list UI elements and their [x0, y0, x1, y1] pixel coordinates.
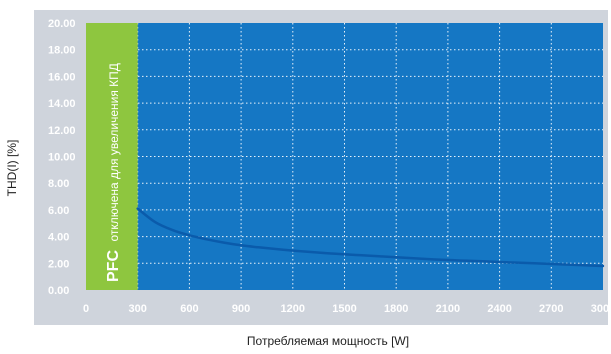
- pfc-off-band-label: PFC отключена для увеличения КПД: [105, 63, 122, 282]
- y-tick-label: 6.00: [48, 205, 69, 217]
- y-tick-label: 18.00: [48, 45, 76, 57]
- band-label-rest: отключена для увеличения КПД: [107, 63, 121, 241]
- y-axis-label: THD(I) [%]: [5, 140, 19, 197]
- x-tick-label: 2400: [487, 303, 511, 315]
- band-label-bold: PFC: [105, 250, 122, 282]
- x-tick-label: 1500: [332, 303, 356, 315]
- y-tick-labels: 0.00 2.00 4.00 6.00 8.00 10.00 12.00 14.00 16.00…: [48, 18, 76, 297]
- y-tick-label: 2.00: [48, 258, 69, 270]
- x-tick-label: 2700: [539, 303, 563, 315]
- pfc-off-band: [86, 23, 138, 290]
- x-tick-label: 900: [232, 303, 250, 315]
- x-tick-label: 1200: [281, 303, 305, 315]
- y-tick-label: 4.00: [48, 232, 69, 244]
- y-tick-label: 14.00: [48, 98, 76, 110]
- x-tick-label: 2100: [436, 303, 460, 315]
- y-tick-label: 12.00: [48, 125, 76, 137]
- x-axis-label: Потребляемая мощность [W]: [247, 334, 409, 348]
- x-tick-label: 0: [83, 303, 89, 315]
- y-tick-label: 10.00: [48, 152, 76, 164]
- y-tick-label: 0.00: [48, 285, 69, 297]
- y-tick-label: 8.00: [48, 178, 69, 190]
- x-tick-label: 1800: [384, 303, 408, 315]
- series-line: [136, 207, 605, 268]
- x-tick-label: 600: [180, 303, 198, 315]
- y-tick-label: 20.00: [48, 18, 76, 30]
- x-tick-label: 300: [129, 303, 147, 315]
- y-tick-label: 16.00: [48, 71, 76, 83]
